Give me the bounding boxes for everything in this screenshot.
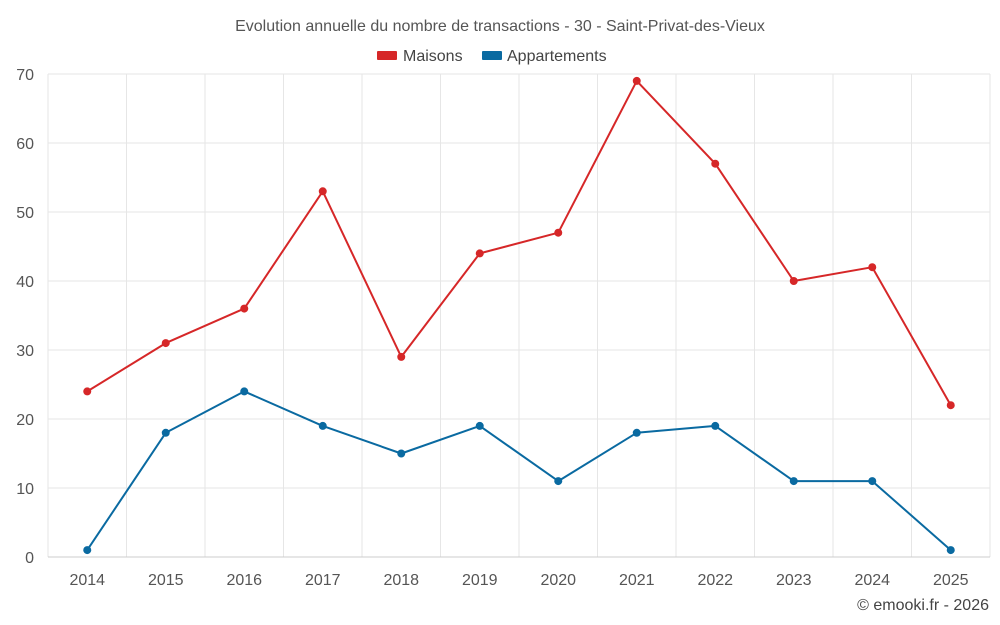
data-point-appartements[interactable] [868, 477, 877, 486]
data-point-maisons[interactable] [475, 249, 484, 258]
credit-text: © emooki.fr - 2026 [857, 597, 989, 614]
legend-label-maisons[interactable]: Maisons [403, 48, 463, 65]
data-point-appartements[interactable] [946, 546, 955, 555]
data-point-maisons[interactable] [397, 352, 406, 361]
data-point-maisons[interactable] [554, 228, 563, 237]
data-point-appartements[interactable] [632, 428, 641, 437]
x-tick-label: 2015 [148, 572, 184, 589]
y-tick-label: 60 [16, 136, 34, 153]
series-group [83, 76, 955, 555]
data-point-appartements[interactable] [711, 421, 720, 430]
data-point-maisons[interactable] [711, 159, 720, 168]
data-point-maisons[interactable] [868, 263, 877, 272]
data-point-appartements[interactable] [161, 428, 170, 437]
x-tick-label: 2014 [69, 572, 105, 589]
y-tick-label: 10 [16, 481, 34, 498]
legend-label-appartements[interactable]: Appartements [507, 48, 607, 65]
data-point-maisons[interactable] [240, 304, 249, 313]
data-point-maisons[interactable] [946, 401, 955, 410]
x-tick-label: 2021 [619, 572, 655, 589]
legend: Maisons Appartements [377, 48, 607, 65]
x-axis-ticks: 2014 2015 2016 2017 2018 2019 2020 2021 2022 2023… [69, 572, 968, 589]
series-line-appartements [86, 390, 952, 551]
data-point-appartements[interactable] [318, 421, 327, 430]
y-axis-ticks: 0 10 20 30 40 50 60 70 [16, 67, 34, 567]
gridlines [47, 73, 991, 558]
data-point-appartements[interactable] [554, 477, 563, 486]
data-point-maisons[interactable] [318, 187, 327, 196]
y-tick-label: 0 [25, 550, 34, 567]
data-point-appartements[interactable] [240, 387, 249, 396]
series-line-maisons [86, 79, 952, 406]
y-tick-label: 30 [16, 343, 34, 360]
x-tick-label: 2019 [462, 572, 498, 589]
data-point-appartements[interactable] [789, 477, 798, 486]
x-tick-label: 2017 [305, 572, 341, 589]
y-tick-label: 20 [16, 412, 34, 429]
x-tick-label: 2025 [933, 572, 969, 589]
y-tick-label: 40 [16, 274, 34, 291]
x-tick-label: 2023 [776, 572, 812, 589]
chart-title: Evolution annuelle du nombre de transact… [235, 18, 765, 35]
data-point-maisons[interactable] [83, 387, 92, 396]
data-point-appartements[interactable] [475, 421, 484, 430]
data-point-appartements[interactable] [397, 449, 406, 458]
x-tick-label: 2022 [697, 572, 733, 589]
x-tick-label: 2024 [854, 572, 890, 589]
y-tick-label: 70 [16, 67, 34, 84]
y-tick-label: 50 [16, 205, 34, 222]
data-point-appartements[interactable] [83, 546, 92, 555]
legend-swatch-appartements [482, 51, 502, 60]
x-tick-label: 2020 [540, 572, 576, 589]
legend-swatch-maisons [377, 51, 397, 60]
data-point-maisons[interactable] [789, 277, 798, 285]
x-tick-label: 2016 [226, 572, 262, 589]
data-point-maisons[interactable] [632, 76, 641, 85]
data-point-maisons[interactable] [161, 339, 170, 348]
x-tick-label: 2018 [383, 572, 419, 589]
